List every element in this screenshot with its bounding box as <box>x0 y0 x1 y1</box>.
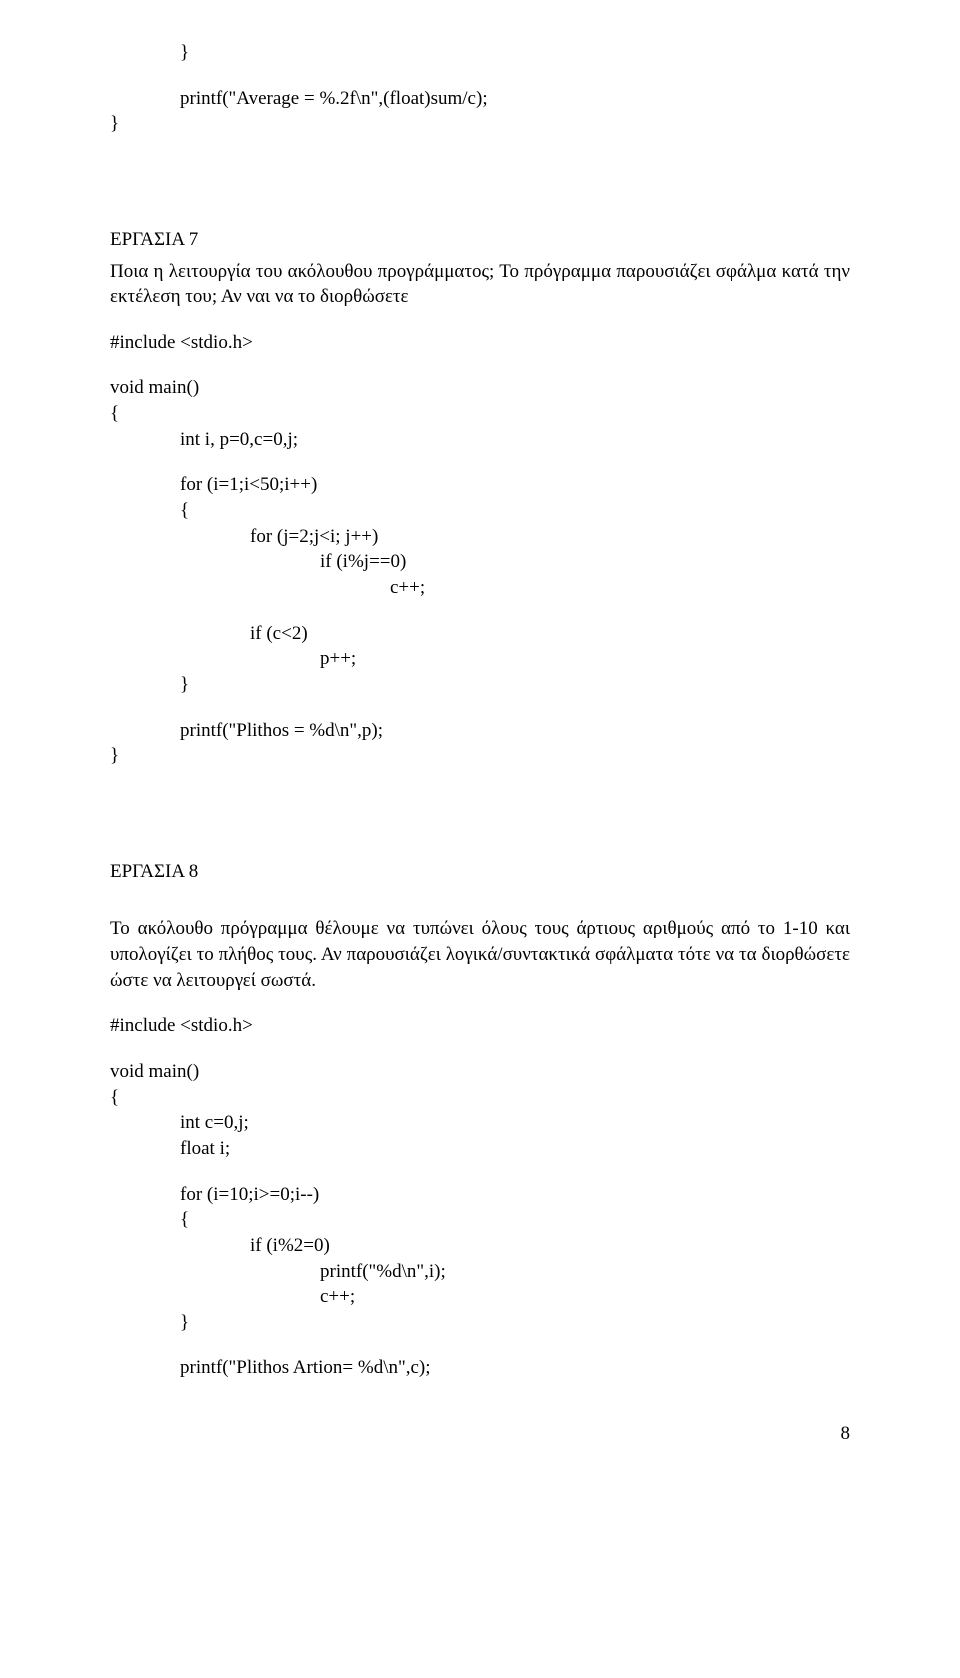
code-line: if (i%2=0) <box>110 1233 850 1259</box>
code-line: #include <stdio.h> <box>110 330 850 356</box>
code-line: { <box>110 1085 850 1111</box>
code-line: for (i=10;i>=0;i--) <box>110 1182 850 1208</box>
code-line: printf("Plithos = %d\n",p); <box>110 718 850 744</box>
code-line: float i; <box>110 1136 850 1162</box>
document-page: } printf("Average = %.2f\n",(float)sum/c… <box>0 0 960 1507</box>
code-line: } <box>110 111 850 137</box>
exercise-7-title: ΕΡΓΑΣΙΑ 7 <box>110 227 850 253</box>
code-line: for (j=2;j<i; j++) <box>110 524 850 550</box>
code-line: printf("Plithos Artion= %d\n",c); <box>110 1355 850 1381</box>
code-line: printf("Average = %.2f\n",(float)sum/c); <box>110 86 850 112</box>
code-line: p++; <box>110 646 850 672</box>
code-line: { <box>110 498 850 524</box>
code-line: if (c<2) <box>110 621 850 647</box>
code-line: if (i%j==0) <box>110 549 850 575</box>
code-line: c++; <box>110 575 850 601</box>
code-line: c++; <box>110 1284 850 1310</box>
code-line: for (i=1;i<50;i++) <box>110 472 850 498</box>
page-number: 8 <box>110 1381 850 1447</box>
code-line: } <box>110 672 850 698</box>
code-line: } <box>110 743 850 769</box>
code-line: } <box>110 40 850 66</box>
code-line: #include <stdio.h> <box>110 1013 850 1039</box>
exercise-7-description: Ποια η λειτουργία του ακόλουθου προγράμμ… <box>110 259 850 310</box>
code-line: int c=0,j; <box>110 1110 850 1136</box>
code-line: } <box>110 1310 850 1336</box>
exercise-8-description: Το ακόλουθο πρόγραμμα θέλουμε να τυπώνει… <box>110 916 850 993</box>
code-line: { <box>110 1207 850 1233</box>
code-line: void main() <box>110 375 850 401</box>
exercise-8-title: ΕΡΓΑΣΙΑ 8 <box>110 859 850 885</box>
code-line: printf("%d\n",i); <box>110 1259 850 1285</box>
code-line: void main() <box>110 1059 850 1085</box>
code-line: { <box>110 401 850 427</box>
code-line: int i, p=0,c=0,j; <box>110 427 850 453</box>
